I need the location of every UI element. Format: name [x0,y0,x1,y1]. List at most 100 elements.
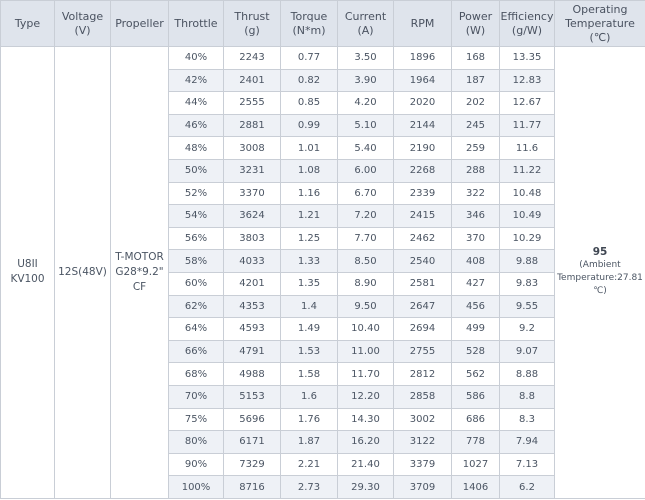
torque-cell: 2.21 [280,452,338,477]
current-cell: 6.70 [337,181,394,206]
thrust-cell: 2881 [223,113,281,138]
voltage-cell: 12S(48V) [54,46,111,499]
torque-cell: 1.08 [280,158,338,183]
current-cell: 8.50 [337,249,394,273]
torque-cell: 1.16 [280,181,338,206]
throttle-cell: 44% [168,91,224,115]
propeller-line2: G28*9.2" CF [115,265,164,293]
current-cell: 6.00 [337,158,394,183]
thrust-cell: 5153 [223,384,281,409]
torque-cell: 1.58 [280,362,338,386]
current-cell: 11.70 [337,362,394,386]
thrust-cell: 8716 [223,475,281,499]
power-cell: 586 [451,384,500,409]
power-cell: 168 [451,46,500,70]
power-cell: 1027 [451,452,500,477]
table-row: 56% 3803 1.25 7.70 2462 370 10.29 [1,226,645,251]
table-row: 50% 3231 1.08 6.00 2268 288 11.22 [1,158,645,183]
temperature-note-line1: (Ambient [579,260,621,271]
current-cell: 8.90 [337,271,394,296]
thrust-cell: 3231 [223,158,281,183]
power-cell: 562 [451,362,500,386]
torque-cell: 1.25 [280,226,338,251]
current-cell: 12.20 [337,384,394,409]
power-cell: 245 [451,113,500,138]
temperature-note-line3: ℃) [593,286,607,297]
thrust-cell: 3624 [223,204,281,228]
power-cell: 1406 [451,475,500,499]
throttle-cell: 42% [168,68,224,93]
throttle-cell: 68% [168,362,224,386]
efficiency-cell: 12.83 [499,68,555,93]
efficiency-cell: 9.2 [499,317,555,341]
table-row: U8II KV100 12S(48V) T-MOTOR G28*9.2" CF 40% 22… [0,46,645,499]
thrust-cell: 4033 [223,249,281,273]
throttle-cell: 54% [168,204,224,228]
rpm-cell: 2268 [393,158,452,183]
table-row: 48% 3008 1.01 5.40 2190 259 11.6 [1,136,645,160]
efficiency-cell: 10.49 [499,204,555,228]
rpm-cell: 2415 [393,204,452,228]
throttle-cell: 100% [168,475,224,499]
temperature-cell: 95 (Ambient Temperature:27.81 ℃) [554,46,645,499]
power-cell: 686 [451,407,500,432]
efficiency-cell: 9.07 [499,339,555,364]
table-row: 58% 4033 1.33 8.50 2540 408 9.88 [1,249,645,273]
throttle-cell: 46% [168,113,224,138]
header-voltage: Voltage (V) [54,0,111,47]
thrust-cell: 7329 [223,452,281,477]
rpm-cell: 2462 [393,226,452,251]
rpm-cell: 2755 [393,339,452,364]
thrust-cell: 3803 [223,226,281,251]
rpm-cell: 1896 [393,46,452,70]
power-cell: 499 [451,317,500,341]
throttle-cell: 66% [168,339,224,364]
throttle-cell: 52% [168,181,224,206]
efficiency-cell: 12.67 [499,91,555,115]
current-cell: 14.30 [337,407,394,432]
torque-cell: 1.76 [280,407,338,432]
efficiency-cell: 11.22 [499,158,555,183]
throttle-cell: 56% [168,226,224,251]
header-throttle: Throttle [168,0,224,47]
header-rpm: RPM [393,0,452,47]
efficiency-cell: 11.6 [499,136,555,160]
thrust-cell: 4791 [223,339,281,364]
current-cell: 5.10 [337,113,394,138]
type-line1: U8II [17,258,38,271]
torque-cell: 2.73 [280,475,338,499]
throttle-cell: 90% [168,452,224,477]
thrust-cell: 3370 [223,181,281,206]
efficiency-cell: 8.3 [499,407,555,432]
current-cell: 11.00 [337,339,394,364]
torque-cell: 1.21 [280,204,338,228]
power-cell: 778 [451,430,500,454]
efficiency-cell: 7.94 [499,430,555,454]
torque-cell: 1.4 [280,294,338,319]
rpm-cell: 2540 [393,249,452,273]
header-power: Power (W) [451,0,500,47]
thrust-cell: 6171 [223,430,281,454]
power-cell: 408 [451,249,500,273]
type-cell: U8II KV100 [0,46,55,499]
throttle-cell: 48% [168,136,224,160]
current-cell: 16.20 [337,430,394,454]
rpm-cell: 2339 [393,181,452,206]
rpm-cell: 3002 [393,407,452,432]
efficiency-cell: 8.88 [499,362,555,386]
throttle-cell: 70% [168,384,224,409]
header-row: Type Voltage (V) Propeller Throttle Thrus… [0,0,645,47]
power-cell: 259 [451,136,500,160]
current-cell: 3.50 [337,46,394,70]
rpm-cell: 2020 [393,91,452,115]
throttle-cell: 64% [168,317,224,341]
torque-cell: 0.77 [280,46,338,70]
current-cell: 4.20 [337,91,394,115]
efficiency-cell: 10.48 [499,181,555,206]
rpm-cell: 2647 [393,294,452,319]
rpm-cell: 2858 [393,384,452,409]
throttle-cell: 50% [168,158,224,183]
header-type: Type [0,0,55,47]
throttle-cell: 80% [168,430,224,454]
propeller-line1: T-MOTOR [115,250,164,263]
